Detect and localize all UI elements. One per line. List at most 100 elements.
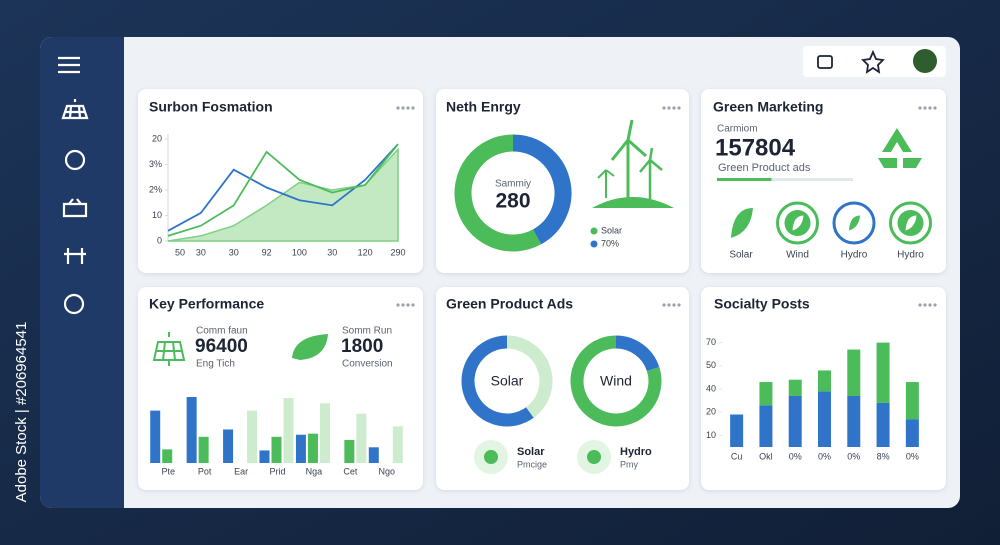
panel-title: Green Marketing bbox=[713, 99, 823, 115]
bar-segment bbox=[759, 382, 773, 406]
progress-track bbox=[717, 178, 853, 181]
item-name: Solar bbox=[517, 446, 545, 458]
more-dot[interactable] bbox=[411, 303, 415, 307]
more-dot[interactable] bbox=[396, 106, 400, 110]
item-icon-dot bbox=[484, 450, 498, 464]
item-caption: Pmy bbox=[620, 459, 639, 469]
sidebar-icons[interactable] bbox=[58, 56, 89, 315]
more-dot[interactable] bbox=[667, 106, 671, 110]
item-name: Hydro bbox=[620, 446, 652, 458]
icon-label: Wind bbox=[786, 250, 809, 261]
donut-segment bbox=[615, 335, 660, 372]
more-dot[interactable] bbox=[923, 303, 927, 307]
more-dot[interactable] bbox=[401, 106, 405, 110]
bar bbox=[319, 403, 330, 463]
more-dot[interactable] bbox=[918, 106, 922, 110]
x-tick-label: 120 bbox=[358, 247, 373, 257]
bar bbox=[223, 429, 234, 463]
more-dot[interactable] bbox=[923, 106, 927, 110]
sidebar bbox=[40, 37, 124, 508]
x-tick-label: 30 bbox=[196, 247, 206, 257]
more-dot[interactable] bbox=[662, 106, 666, 110]
item-icon-dot bbox=[587, 450, 601, 464]
more-dot[interactable] bbox=[672, 106, 676, 110]
bar bbox=[259, 450, 270, 463]
progress-bar bbox=[717, 178, 772, 181]
donut-label: Sammiy bbox=[495, 179, 531, 190]
lock-button[interactable] bbox=[817, 55, 833, 69]
bar bbox=[344, 439, 355, 463]
bar bbox=[150, 410, 161, 463]
x-tick-label: 30 bbox=[229, 247, 239, 257]
legend-label: 70% bbox=[601, 238, 619, 248]
x-tick-label: Cet bbox=[343, 466, 358, 476]
more-dot[interactable] bbox=[406, 106, 410, 110]
more-dot[interactable] bbox=[928, 303, 932, 307]
x-tick-label: 0% bbox=[847, 451, 860, 461]
avatar[interactable] bbox=[913, 49, 937, 73]
stat-caption: Green Product ads bbox=[718, 162, 811, 174]
more-dot[interactable] bbox=[411, 106, 415, 110]
icon-glyph bbox=[731, 208, 753, 238]
x-tick-label: Pte bbox=[161, 466, 175, 476]
y-tick-label: 40 bbox=[706, 383, 716, 393]
donut-segment bbox=[454, 134, 542, 252]
more-dot[interactable] bbox=[918, 303, 922, 307]
bar-segment bbox=[788, 395, 802, 447]
panel-title: Key Performance bbox=[149, 296, 264, 312]
panel-title: Socialty Posts bbox=[714, 296, 810, 312]
bar-segment bbox=[876, 402, 890, 447]
more-dot[interactable] bbox=[672, 303, 676, 307]
legend-label: Solar bbox=[601, 225, 622, 235]
y-tick-label: 10 bbox=[706, 430, 716, 440]
icon-glyph bbox=[849, 215, 860, 231]
stats-nav[interactable] bbox=[63, 293, 85, 315]
more-dot[interactable] bbox=[677, 303, 681, 307]
bar-segment bbox=[730, 414, 744, 447]
energy-nav[interactable] bbox=[64, 149, 86, 171]
people-nav[interactable] bbox=[64, 248, 86, 264]
watermark: Adobe Stock | #206964541 bbox=[13, 322, 30, 503]
more-dot[interactable] bbox=[677, 106, 681, 110]
media-nav[interactable] bbox=[62, 198, 88, 218]
donut-value: 280 bbox=[495, 190, 530, 213]
x-tick-label: Cu bbox=[731, 451, 743, 461]
donut-segment bbox=[570, 335, 662, 427]
favorite-button[interactable] bbox=[861, 49, 885, 74]
x-tick-label: Ear bbox=[234, 466, 248, 476]
panel-title: Neth Enrgy bbox=[446, 99, 521, 115]
legend-swatch bbox=[590, 240, 598, 248]
bar bbox=[392, 426, 403, 463]
solar-panel-icon bbox=[152, 332, 186, 366]
item-caption: Pmcige bbox=[517, 459, 547, 469]
y-tick-label: 20 bbox=[152, 133, 162, 143]
x-tick-label: 0% bbox=[906, 451, 919, 461]
more-dot[interactable] bbox=[396, 303, 400, 307]
y-tick-label: 3% bbox=[149, 159, 162, 169]
more-dot[interactable] bbox=[667, 303, 671, 307]
stat-caption: Eng Tich bbox=[196, 359, 235, 370]
panel-title: Green Product Ads bbox=[446, 296, 573, 312]
menu-button[interactable] bbox=[58, 56, 80, 74]
bar bbox=[356, 413, 367, 463]
more-dot[interactable] bbox=[406, 303, 410, 307]
more-dot[interactable] bbox=[933, 106, 937, 110]
panel-title: Surbon Fosmation bbox=[149, 99, 273, 115]
icon-label: Hydro bbox=[841, 250, 868, 261]
x-tick-label: Pot bbox=[198, 466, 212, 476]
more-dot[interactable] bbox=[928, 106, 932, 110]
solar-nav[interactable] bbox=[61, 99, 89, 120]
x-tick-label: 0% bbox=[818, 451, 831, 461]
more-dot[interactable] bbox=[933, 303, 937, 307]
more-dot[interactable] bbox=[401, 303, 405, 307]
bar bbox=[198, 436, 209, 463]
bar bbox=[247, 410, 258, 463]
panel bbox=[138, 287, 423, 490]
bar-segment bbox=[759, 405, 773, 447]
more-dot[interactable] bbox=[662, 303, 666, 307]
donut-segment bbox=[506, 335, 553, 418]
stat-value: 96400 bbox=[195, 336, 248, 357]
turbine-illustration bbox=[592, 119, 674, 208]
x-tick-label: 100 bbox=[292, 247, 307, 257]
y-tick-label: 2% bbox=[149, 184, 162, 194]
